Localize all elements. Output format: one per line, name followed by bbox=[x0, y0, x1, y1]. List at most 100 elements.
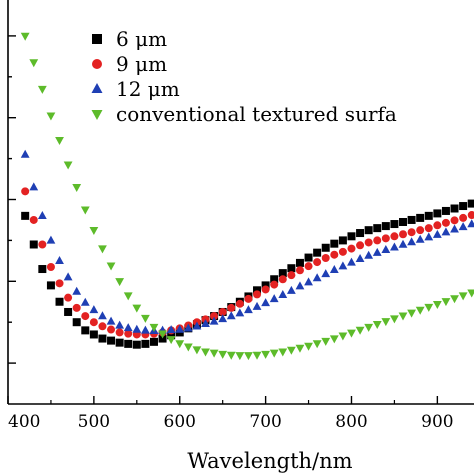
data-point bbox=[115, 338, 124, 347]
data-point bbox=[338, 247, 347, 256]
data-point bbox=[364, 226, 373, 235]
data-point bbox=[124, 329, 133, 338]
data-point bbox=[21, 211, 30, 220]
data-point bbox=[278, 275, 287, 284]
data-point bbox=[416, 226, 425, 235]
data-point bbox=[261, 350, 271, 359]
data-point bbox=[407, 309, 416, 318]
data-point bbox=[166, 336, 176, 345]
data-point bbox=[64, 307, 73, 316]
data-point bbox=[81, 326, 90, 335]
data-point bbox=[441, 206, 450, 215]
data-point bbox=[261, 298, 271, 307]
series-12-m bbox=[20, 149, 474, 334]
data-point bbox=[313, 248, 322, 257]
data-point bbox=[407, 215, 416, 224]
data-point bbox=[390, 242, 399, 251]
legend-label: 9 μm bbox=[116, 52, 167, 76]
data-point bbox=[330, 239, 339, 248]
data-point bbox=[399, 230, 408, 239]
data-point bbox=[467, 289, 474, 298]
data-point bbox=[46, 281, 55, 290]
data-point bbox=[141, 339, 150, 348]
data-point bbox=[321, 269, 331, 278]
data-point bbox=[390, 315, 399, 324]
data-point bbox=[364, 238, 373, 247]
x-tick-label: 800 bbox=[335, 412, 367, 432]
axes: 400 500 600 700 800 900 bbox=[7, 0, 474, 432]
data-point bbox=[252, 301, 262, 310]
data-point bbox=[270, 280, 279, 289]
legend-marker bbox=[91, 83, 103, 93]
data-point bbox=[244, 294, 253, 303]
data-point bbox=[312, 273, 322, 282]
data-point bbox=[313, 258, 322, 267]
x-tick-label: 400 bbox=[8, 412, 40, 432]
x-tick-label: 900 bbox=[421, 412, 453, 432]
data-point bbox=[89, 305, 99, 314]
data-point bbox=[244, 305, 253, 314]
data-point bbox=[304, 342, 313, 351]
data-point bbox=[390, 220, 399, 229]
data-point bbox=[424, 232, 434, 241]
data-point bbox=[72, 318, 81, 327]
data-point bbox=[123, 323, 133, 332]
data-point bbox=[201, 319, 210, 328]
data-point bbox=[98, 245, 107, 254]
data-point bbox=[81, 312, 90, 321]
data-point bbox=[407, 228, 416, 237]
data-point bbox=[432, 229, 442, 238]
data-point bbox=[183, 343, 193, 352]
data-point bbox=[55, 256, 64, 265]
data-point bbox=[72, 184, 82, 193]
data-point bbox=[467, 219, 474, 228]
data-point bbox=[20, 149, 30, 158]
data-point bbox=[381, 234, 390, 243]
data-point bbox=[338, 332, 348, 341]
data-point bbox=[269, 349, 279, 358]
data-point bbox=[338, 236, 347, 245]
data-point bbox=[329, 265, 339, 274]
data-point bbox=[304, 253, 313, 262]
data-point bbox=[390, 232, 399, 241]
data-point bbox=[89, 330, 98, 339]
data-point bbox=[321, 243, 330, 252]
data-point bbox=[46, 112, 56, 121]
data-point bbox=[218, 314, 228, 323]
data-point bbox=[295, 344, 305, 353]
data-point bbox=[330, 250, 339, 259]
data-point bbox=[338, 261, 348, 270]
data-point bbox=[107, 325, 116, 334]
data-point bbox=[321, 337, 331, 346]
data-point bbox=[347, 329, 356, 338]
data-point bbox=[433, 209, 442, 218]
data-point bbox=[269, 294, 279, 303]
data-point bbox=[210, 312, 219, 321]
data-point bbox=[252, 351, 262, 360]
legend-label: conventional textured surfa bbox=[116, 102, 397, 126]
data-point bbox=[132, 324, 142, 333]
series-6-m bbox=[21, 199, 474, 349]
data-point bbox=[29, 182, 39, 191]
data-point bbox=[450, 204, 459, 213]
data-point bbox=[424, 211, 433, 220]
data-point bbox=[381, 318, 391, 327]
data-point bbox=[381, 222, 390, 231]
data-point bbox=[433, 221, 442, 230]
plot-area bbox=[20, 32, 474, 361]
data-point bbox=[407, 237, 416, 246]
data-point bbox=[441, 298, 451, 307]
data-point bbox=[415, 306, 425, 315]
legend-item-9-m: 9 μm bbox=[92, 52, 167, 76]
data-point bbox=[304, 262, 313, 271]
data-point bbox=[270, 275, 279, 284]
data-point bbox=[278, 269, 287, 278]
data-point bbox=[295, 281, 305, 290]
data-point bbox=[63, 272, 73, 281]
data-point bbox=[106, 262, 116, 271]
data-point bbox=[355, 326, 365, 335]
data-point bbox=[115, 320, 125, 329]
data-point bbox=[98, 311, 107, 320]
